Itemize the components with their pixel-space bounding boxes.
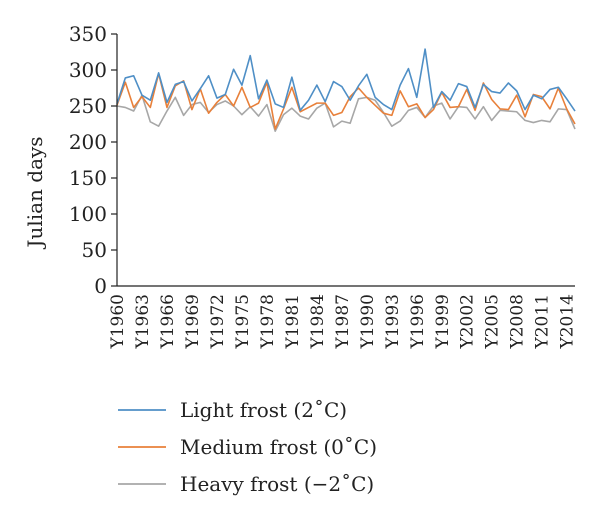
y-tick-label: 300: [69, 58, 107, 82]
x-tick-label: Y1996: [408, 294, 428, 350]
y-tick-label: 150: [69, 166, 107, 190]
y-tick-labels: 0 50 100 150 200 250 300 350: [69, 22, 117, 298]
series-line-2: [116, 94, 576, 132]
y-tick-label: 200: [69, 130, 107, 154]
x-tick-labels: Y1960 Y1963 Y1966 Y1969 Y1972 Y1975 Y1978 Y1981…: [108, 294, 578, 350]
x-tick-label: Y2008: [508, 294, 528, 350]
series-line-0: [116, 48, 576, 112]
x-tick-label: Y1963: [133, 294, 153, 350]
y-tick-label: 100: [69, 202, 107, 226]
legend: Light frost (2˚C) Medium frost (0˚C) Heavy…: [118, 398, 377, 496]
x-tick-label: Y2014: [558, 294, 578, 350]
x-tick-label: Y1987: [333, 294, 353, 350]
y-tick-label: 250: [69, 94, 107, 118]
x-tick-label: Y1966: [158, 294, 178, 350]
x-tick-label: Y2002: [458, 294, 478, 350]
axes: [116, 34, 575, 287]
legend-label: Light frost (2˚C): [180, 398, 347, 422]
x-tick-label: Y1990: [358, 294, 378, 350]
series-lines: [116, 48, 576, 132]
x-tick-label: Y2005: [483, 294, 503, 350]
y-tick-label: 350: [69, 22, 107, 46]
x-tick-label: Y1969: [183, 294, 203, 350]
y-axis-label-group: Julian days: [23, 136, 47, 249]
x-tick-label: Y2011: [533, 294, 553, 350]
x-tick-label: Y1960: [108, 294, 128, 350]
y-axis-label: Julian days: [23, 136, 47, 249]
x-tick-label: Y1972: [208, 294, 228, 350]
y-tick-label: 0: [94, 274, 107, 298]
x-tick-label: Y1978: [258, 294, 278, 350]
legend-label: Medium frost (0˚C): [180, 435, 377, 459]
y-tick-label: 50: [82, 238, 107, 262]
x-tick-label: Y1993: [383, 294, 403, 350]
series-line-1: [116, 72, 576, 130]
x-tick-label: Y1999: [433, 294, 453, 350]
x-tick-label: Y1975: [233, 294, 253, 350]
legend-label: Heavy frost (−2˚C): [180, 472, 374, 496]
x-tick-label: Y1981: [283, 294, 303, 350]
x-tick-label: Y1984: [308, 294, 328, 350]
